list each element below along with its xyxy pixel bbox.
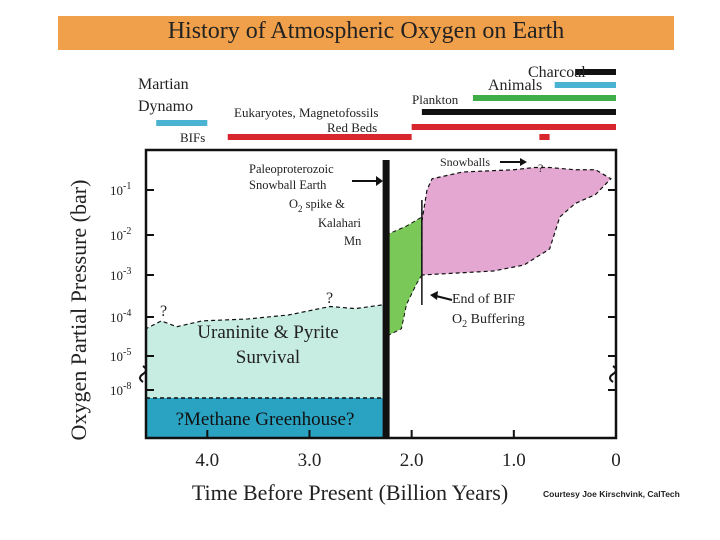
- time-bar-4: [411, 124, 616, 130]
- time-bar-2: [472, 95, 616, 101]
- x-tick-label: 2.0: [400, 450, 424, 471]
- end-of-bif-arrow: [435, 295, 453, 301]
- snowball-arrow-head: [376, 176, 383, 186]
- time-bar-5: [539, 134, 550, 140]
- time-bar-0: [575, 69, 616, 75]
- region-label-methane: ?Methane Greenhouse?: [176, 409, 355, 430]
- o2-spike-note: O2 spike &: [289, 197, 345, 214]
- x-tick-label: 1.0: [502, 450, 526, 471]
- snowballs-note: Snowballs: [440, 155, 490, 169]
- question-mark-3: ?: [538, 161, 543, 175]
- methane-region: [146, 398, 387, 438]
- snowball-earth-note: Snowball Earth: [249, 178, 327, 192]
- o2-spike-note: Kalahari: [318, 216, 362, 230]
- time-bar-label: BIFs: [180, 130, 205, 145]
- y-axis-label: Oxygen Partial Pressure (bar): [66, 180, 91, 441]
- time-bar-label: Eukaryotes, Magnetofossils: [234, 105, 378, 120]
- credit-note: Courtesy Joe Kirschvink, CalTech: [543, 489, 680, 499]
- time-bar-1: [554, 82, 616, 88]
- oxygen-spike-region: [385, 216, 423, 338]
- question-mark-1: ?: [160, 303, 167, 320]
- y-tick-label: 10-8: [110, 381, 131, 398]
- time-bar-6: [156, 120, 208, 126]
- time-bar-label: Dynamo: [138, 98, 193, 115]
- x-tick-label: 3.0: [298, 450, 322, 471]
- time-bar-5: [227, 134, 412, 140]
- snowballs-arrow-head: [520, 158, 527, 166]
- plot-frame: [144, 148, 618, 440]
- time-bar-3: [421, 109, 616, 115]
- end-of-bif-arrow-head: [430, 291, 438, 300]
- chart-title: History of Atmospheric Oxygen on Earth: [167, 18, 565, 44]
- x-tick-label: 4.0: [195, 450, 219, 471]
- title-banner: History of Atmospheric Oxygen on Earth: [58, 16, 674, 50]
- axis-break-left: [139, 365, 147, 383]
- question-mark-2: ?: [326, 290, 333, 307]
- region-label-uraninite: Uraninite & Pyrite: [197, 322, 338, 343]
- post-bif-region: [421, 166, 612, 276]
- y-tick-label: 10-3: [110, 266, 131, 283]
- x-axis-label: Time Before Present (Billion Years): [192, 480, 508, 505]
- time-bar-label: Martian: [138, 76, 189, 93]
- o2-spike-note: Mn: [344, 234, 362, 248]
- axis-break-right: [609, 365, 617, 383]
- snowball-earth-note: Paleoproterozoic: [249, 162, 334, 176]
- y-tick-label: 10-5: [110, 347, 131, 364]
- x-tick-label: 0: [611, 450, 621, 471]
- y-tick-label: 10-1: [110, 181, 131, 198]
- time-bar-label: Plankton: [412, 92, 459, 107]
- end-of-bif-note: End of BIF: [452, 292, 515, 307]
- time-bar-label: Charcoal: [528, 64, 586, 81]
- end-of-bif-note: O2 Buffering: [452, 312, 525, 330]
- time-bar-label: Animals: [488, 77, 542, 94]
- y-tick-label: 10-2: [110, 226, 131, 243]
- y-tick-label: 10-4: [110, 308, 131, 325]
- region-label-uraninite: Survival: [236, 347, 300, 368]
- time-bar-label: Red Beds: [327, 120, 377, 135]
